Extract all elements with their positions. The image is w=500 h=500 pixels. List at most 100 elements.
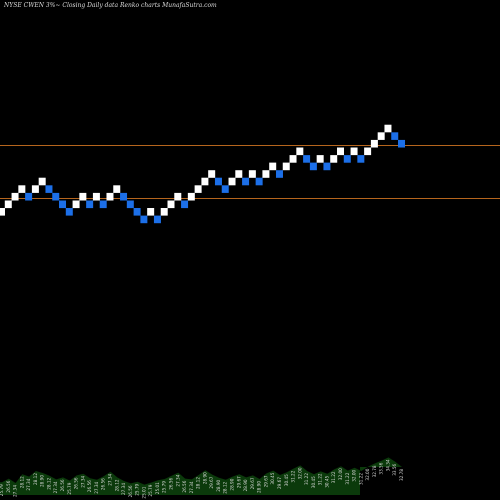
volume-label-55: 32.00 bbox=[365, 468, 370, 480]
renko-brick-44 bbox=[289, 155, 297, 163]
volume-label-36: 29.67 bbox=[236, 476, 241, 488]
renko-brick-16 bbox=[99, 200, 107, 209]
renko-brick-53 bbox=[350, 147, 358, 156]
volume-label-15: 27.34 bbox=[94, 481, 99, 493]
renko-brick-43 bbox=[282, 162, 290, 171]
renko-brick-28 bbox=[181, 200, 189, 209]
volume-label-19: 27.34 bbox=[121, 483, 126, 495]
volume-label-9: 27.34 bbox=[53, 481, 58, 493]
volume-label-6: 28.12 bbox=[33, 473, 38, 485]
volume-label-37: 28.90 bbox=[243, 479, 248, 491]
volume-label-44: 31.22 bbox=[291, 470, 296, 482]
volume-label-49: 30.45 bbox=[324, 475, 329, 487]
volume-label-38: 29.67 bbox=[250, 477, 255, 489]
volume-label-1: 25.79 bbox=[0, 484, 4, 496]
renko-brick-14 bbox=[86, 200, 94, 209]
volume-label-17: 27.34 bbox=[108, 473, 113, 485]
volume-label-30: 28.12 bbox=[196, 477, 201, 489]
renko-brick-15 bbox=[92, 192, 100, 201]
renko-brick-30 bbox=[194, 185, 202, 193]
volume-label-11: 25.79 bbox=[67, 482, 72, 494]
volume-label-40: 29.67 bbox=[263, 475, 268, 487]
volume-area bbox=[0, 457, 402, 495]
volume-label-28: 26.56 bbox=[182, 480, 187, 492]
renko-brick-32 bbox=[208, 170, 216, 178]
volume-label-58: 34.34 bbox=[386, 459, 391, 471]
chart-header: NYSE CWEN 3%~ Closing Daily data Renko c… bbox=[4, 2, 217, 9]
volume-label-43: 30.45 bbox=[284, 474, 289, 486]
volume-label-23: 25.79 bbox=[148, 484, 153, 496]
renko-brick-5 bbox=[25, 192, 33, 201]
renko-brick-19 bbox=[120, 192, 128, 201]
volume-label-24: 25.01 bbox=[155, 482, 160, 494]
volume-label-22: 25.01 bbox=[141, 486, 146, 498]
volume-label-2: 26.56 bbox=[6, 480, 11, 492]
renko-brick-40 bbox=[262, 170, 270, 178]
renko-brick-10 bbox=[59, 200, 67, 209]
renko-brick-41 bbox=[269, 162, 277, 171]
volume-label-33: 28.90 bbox=[216, 479, 221, 491]
renko-brick-2 bbox=[4, 200, 12, 209]
volume-label-46: 31.22 bbox=[304, 473, 309, 485]
volume-label-59: 33.56 bbox=[392, 463, 397, 475]
renko-brick-27 bbox=[174, 192, 182, 201]
renko-brick-8 bbox=[45, 185, 53, 193]
volume-label-26: 26.56 bbox=[169, 477, 174, 489]
renko-brick-24 bbox=[153, 215, 161, 224]
volume-label-13: 27.34 bbox=[80, 475, 85, 487]
volume-label-14: 26.56 bbox=[87, 480, 92, 492]
renko-brick-26 bbox=[167, 200, 175, 209]
volume-label-4: 28.12 bbox=[19, 476, 24, 488]
renko-brick-11 bbox=[65, 208, 73, 216]
renko-bricks bbox=[0, 124, 406, 224]
renko-brick-55 bbox=[364, 147, 372, 156]
renko-brick-56 bbox=[370, 139, 378, 148]
volume-label-16: 26.56 bbox=[101, 478, 106, 490]
volume-label-50: 31.22 bbox=[331, 471, 336, 483]
renko-brick-51 bbox=[337, 147, 344, 156]
volume-label-12: 26.56 bbox=[74, 477, 79, 489]
renko-brick-1 bbox=[0, 208, 5, 216]
renko-brick-7 bbox=[38, 177, 46, 186]
renko-brick-3 bbox=[11, 192, 19, 201]
volume-label-56: 32.78 bbox=[372, 465, 377, 477]
volume-label-60: 32.78 bbox=[399, 469, 404, 481]
renko-brick-23 bbox=[147, 208, 155, 216]
volume-label-29: 27.34 bbox=[189, 481, 194, 493]
volume-label-3: 27.34 bbox=[13, 485, 18, 497]
renko-brick-57 bbox=[377, 132, 385, 140]
volume-label-35: 28.90 bbox=[230, 478, 235, 490]
volume-label-25: 25.79 bbox=[162, 481, 167, 493]
chart-symbol: NYSE CWEN 3%~ bbox=[4, 2, 61, 9]
renko-brick-52 bbox=[343, 155, 351, 163]
renko-brick-25 bbox=[160, 208, 168, 216]
volume-label-51: 32.00 bbox=[338, 468, 343, 480]
volume-label-7: 28.90 bbox=[40, 475, 45, 487]
renko-brick-39 bbox=[255, 177, 263, 186]
volume-label-27: 27.34 bbox=[175, 474, 180, 486]
renko-brick-33 bbox=[214, 177, 222, 186]
volume-label-8: 28.12 bbox=[47, 477, 52, 489]
renko-brick-18 bbox=[113, 185, 121, 193]
volume-label-57: 33.56 bbox=[379, 462, 384, 474]
volume-label-45: 32.00 bbox=[297, 467, 302, 479]
renko-brick-38 bbox=[248, 170, 256, 178]
renko-brick-45 bbox=[296, 147, 304, 156]
volume-label-52: 31.22 bbox=[345, 472, 350, 484]
volume-label-21: 25.79 bbox=[135, 483, 140, 495]
renko-brick-37 bbox=[242, 177, 250, 186]
renko-brick-36 bbox=[235, 170, 243, 178]
renko-brick-34 bbox=[221, 185, 229, 193]
renko-brick-22 bbox=[140, 215, 148, 224]
renko-brick-9 bbox=[52, 192, 60, 201]
renko-brick-35 bbox=[228, 177, 236, 186]
volume-label-48: 31.22 bbox=[318, 473, 323, 485]
renko-brick-21 bbox=[133, 208, 141, 216]
renko-brick-50 bbox=[330, 155, 338, 163]
renko-brick-58 bbox=[384, 124, 392, 133]
renko-brick-13 bbox=[79, 192, 87, 201]
renko-brick-54 bbox=[357, 155, 365, 163]
